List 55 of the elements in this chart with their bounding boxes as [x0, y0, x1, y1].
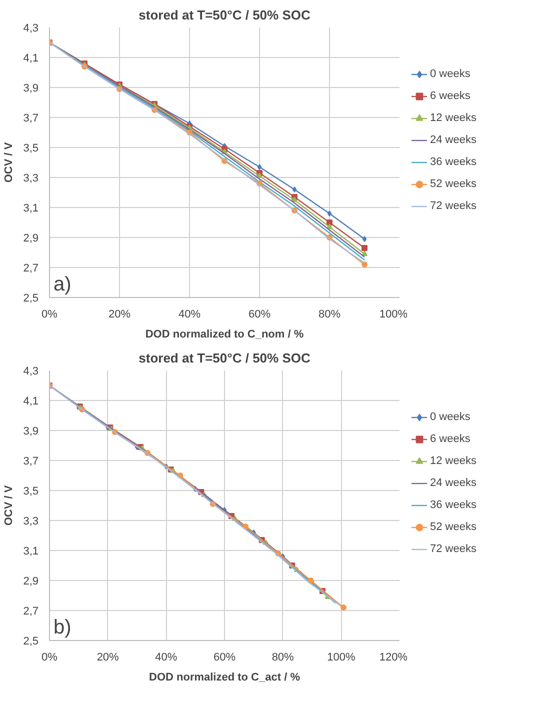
legend-label: 24 weeks: [430, 476, 476, 489]
x-tick-label: 100%: [379, 308, 408, 320]
y-tick-label: 3,5: [23, 486, 39, 498]
y-tick-label: 3,9: [23, 82, 39, 94]
x-tick-label: 20%: [96, 652, 120, 664]
x-tick-label: 120%: [379, 652, 408, 664]
y-tick-label: 3,1: [23, 202, 39, 214]
x-tick-label: 0%: [42, 308, 58, 320]
x-tick-label: 40%: [155, 652, 178, 664]
y-tick-label: 3,9: [23, 426, 39, 438]
y-tick-label: 3,1: [23, 546, 39, 558]
y-tick-label: 3,3: [23, 172, 39, 184]
legend-label: 52 weeks: [430, 520, 476, 533]
x-tick-label: 80%: [318, 308, 341, 320]
y-tick-label: 2,5: [23, 292, 39, 304]
y-tick-label: 3,7: [23, 112, 39, 124]
legend-label: 24 weeks: [430, 134, 476, 146]
y-tick-label: 3,7: [23, 456, 39, 468]
y-tick-label: 2,7: [23, 606, 39, 618]
legend-label: 12 weeks: [430, 454, 476, 467]
x-tick-label: 0%: [42, 652, 58, 664]
legend-label: 36 weeks: [430, 156, 476, 168]
chart-title: stored at T=50°C / 50% SOC: [138, 350, 311, 366]
y-tick-label: 4,1: [23, 396, 39, 408]
legend-label: 72 weeks: [430, 200, 476, 212]
x-tick-label: 60%: [213, 652, 236, 664]
legend-label: 72 weeks: [430, 542, 476, 555]
x-tick-label: 80%: [272, 652, 294, 664]
x-tick-label: 40%: [178, 308, 201, 320]
legend-label: 0 weeks: [430, 68, 470, 80]
x-tick-label: 20%: [108, 308, 131, 320]
legend-label: 12 weeks: [430, 112, 476, 124]
y-tick-label: 2,9: [23, 576, 39, 588]
annotation: a): [54, 274, 72, 296]
y-axis-title: OCV / V: [3, 484, 16, 526]
y-tick-label: 3,5: [23, 142, 39, 154]
x-axis-title: DOD normalized to C_nom / %: [145, 328, 304, 340]
x-tick-label: 60%: [248, 308, 271, 320]
x-tick-label: 100%: [327, 652, 356, 664]
y-tick-label: 4,3: [23, 366, 39, 378]
y-tick-label: 3,3: [23, 516, 39, 528]
legend-label: 52 weeks: [430, 178, 476, 190]
legend-label: 0 weeks: [430, 410, 470, 423]
y-axis-title: OCV / V: [3, 142, 16, 183]
x-axis-title: DOD normalized to C_act / %: [149, 672, 300, 684]
y-tick-label: 4,3: [23, 22, 39, 34]
legend-label: 6 weeks: [430, 432, 470, 445]
y-tick-label: 4,1: [23, 52, 39, 64]
chart-title: stored at T=50°C / 50% SOC: [138, 8, 311, 22]
legend-label: 36 weeks: [430, 498, 476, 511]
legend-label: 6 weeks: [430, 90, 470, 102]
y-tick-label: 2,5: [23, 636, 39, 648]
y-tick-label: 2,7: [23, 262, 39, 274]
y-tick-label: 2,9: [23, 232, 39, 244]
annotation: b): [54, 616, 72, 638]
